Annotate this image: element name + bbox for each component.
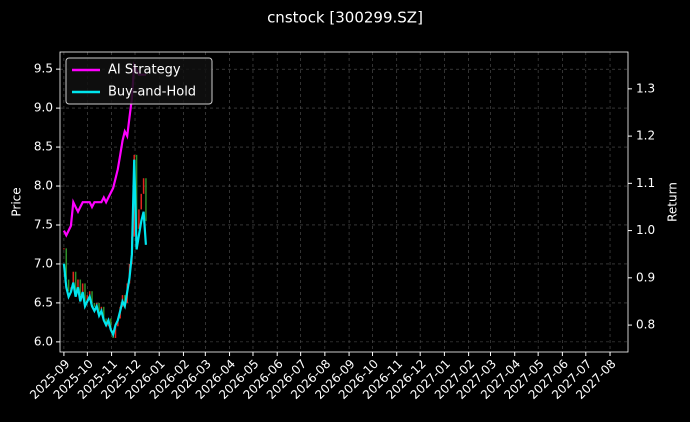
y-tick-label: 8.5 [34,140,53,154]
y2-tick-label: 1.2 [636,129,655,143]
legend-box [65,57,213,105]
legend-label: Buy-and-Hold [108,85,196,100]
y-tick-label: 9.0 [34,101,53,115]
legend-label: AI Strategy [108,63,181,78]
series-line [62,159,147,338]
y2-tick-label: 1.1 [636,176,655,190]
y-axis-label: Price [10,187,24,216]
y-tick-label: 6.0 [34,334,53,348]
y2-tick-label: 1.0 [636,223,655,237]
y-tick-label: 7.5 [34,217,53,231]
y-tick-label: 9.5 [34,62,53,76]
y-tick-label: 8.0 [34,179,53,193]
y2-tick-label: 1.3 [636,81,655,95]
y-tick-label: 6.5 [34,295,53,309]
chart-title: cnstock [300299.SZ] [267,9,423,27]
y2-tick-label: 0.8 [636,318,655,332]
y2-axis-label: Return [666,182,680,222]
y-tick-label: 7.0 [34,256,53,270]
y2-tick-label: 0.9 [636,270,655,284]
plot-frame [59,51,629,353]
